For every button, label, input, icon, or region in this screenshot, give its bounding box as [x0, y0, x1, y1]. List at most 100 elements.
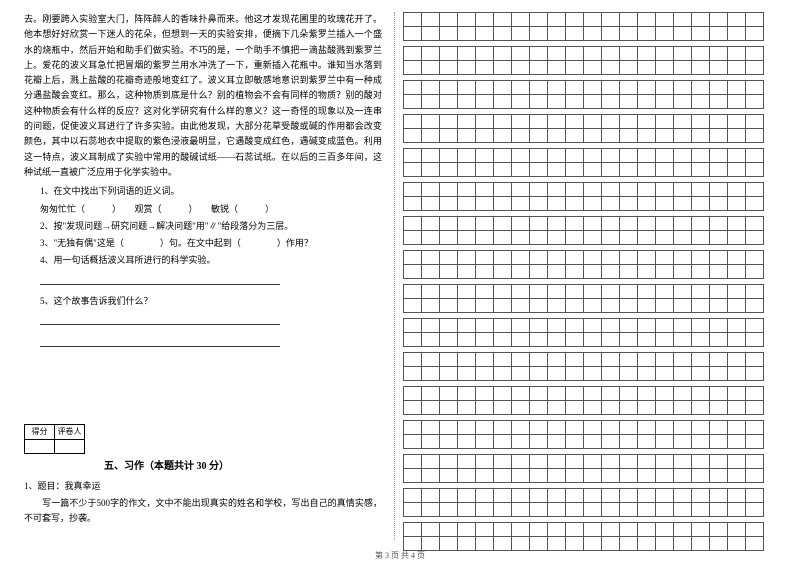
grid-cell[interactable] — [421, 264, 440, 279]
grid-cell[interactable] — [529, 366, 548, 381]
grid-cell[interactable] — [475, 386, 494, 401]
grid-row-group[interactable] — [403, 216, 764, 244]
grid-cell[interactable] — [403, 502, 422, 517]
grid-cell[interactable] — [565, 298, 584, 313]
grid-cell[interactable] — [493, 352, 512, 367]
grid-cell[interactable] — [439, 420, 458, 435]
grid-cell[interactable] — [601, 60, 620, 75]
grid-cell[interactable] — [421, 148, 440, 163]
grid-cell[interactable] — [745, 488, 764, 503]
grid-cell[interactable] — [421, 298, 440, 313]
grid-cell[interactable] — [457, 522, 476, 537]
grid-cell[interactable] — [637, 454, 656, 469]
grid-cell[interactable] — [439, 114, 458, 129]
grid-cell[interactable] — [727, 488, 746, 503]
grid-cell[interactable] — [619, 352, 638, 367]
grid-cell[interactable] — [403, 80, 422, 95]
grid-cell[interactable] — [673, 386, 692, 401]
grid-cell[interactable] — [745, 162, 764, 177]
grid-cell[interactable] — [619, 454, 638, 469]
grid-cell[interactable] — [511, 400, 530, 415]
grid-cell[interactable] — [547, 298, 566, 313]
grid-cell[interactable] — [745, 250, 764, 265]
grid-cell[interactable] — [673, 196, 692, 211]
grid-cell[interactable] — [637, 366, 656, 381]
grid-cell[interactable] — [637, 196, 656, 211]
grid-cell[interactable] — [655, 536, 674, 551]
grid-cell[interactable] — [583, 318, 602, 333]
grid-cell[interactable] — [403, 352, 422, 367]
grid-cell[interactable] — [727, 250, 746, 265]
grid-row-group[interactable] — [403, 12, 764, 40]
grid-cell[interactable] — [709, 400, 728, 415]
grid-row-group[interactable] — [403, 114, 764, 142]
grid-cell[interactable] — [673, 366, 692, 381]
grid-cell[interactable] — [547, 216, 566, 231]
grader-cell[interactable] — [55, 439, 85, 453]
grid-cell[interactable] — [565, 216, 584, 231]
grid-cell[interactable] — [547, 12, 566, 27]
grid-cell[interactable] — [673, 264, 692, 279]
grid-cell[interactable] — [637, 298, 656, 313]
grid-cell[interactable] — [745, 60, 764, 75]
grid-cell[interactable] — [673, 46, 692, 61]
grid-cell[interactable] — [583, 264, 602, 279]
grid-cell[interactable] — [493, 216, 512, 231]
grid-cell[interactable] — [709, 420, 728, 435]
grid-cell[interactable] — [745, 366, 764, 381]
grid-cell[interactable] — [709, 488, 728, 503]
grid-cell[interactable] — [511, 468, 530, 483]
grid-cell[interactable] — [403, 454, 422, 469]
grid-cell[interactable] — [619, 230, 638, 245]
grid-cell[interactable] — [511, 250, 530, 265]
grid-cell[interactable] — [637, 12, 656, 27]
grid-cell[interactable] — [619, 60, 638, 75]
grid-cell[interactable] — [475, 94, 494, 109]
grid-cell[interactable] — [601, 250, 620, 265]
grid-cell[interactable] — [493, 80, 512, 95]
grid-cell[interactable] — [439, 366, 458, 381]
grid-cell[interactable] — [493, 420, 512, 435]
grid-cell[interactable] — [673, 420, 692, 435]
grid-cell[interactable] — [421, 366, 440, 381]
grid-cell[interactable] — [637, 60, 656, 75]
grid-cell[interactable] — [439, 12, 458, 27]
grid-cell[interactable] — [619, 366, 638, 381]
grid-cell[interactable] — [673, 216, 692, 231]
grid-cell[interactable] — [421, 12, 440, 27]
grid-cell[interactable] — [457, 46, 476, 61]
grid-cell[interactable] — [511, 522, 530, 537]
grid-cell[interactable] — [403, 488, 422, 503]
grid-cell[interactable] — [421, 468, 440, 483]
grid-cell[interactable] — [601, 12, 620, 27]
grid-cell[interactable] — [745, 332, 764, 347]
grid-cell[interactable] — [709, 468, 728, 483]
grid-cell[interactable] — [637, 352, 656, 367]
grid-row-group[interactable] — [403, 182, 764, 210]
grid-cell[interactable] — [421, 182, 440, 197]
grid-cell[interactable] — [403, 536, 422, 551]
grid-cell[interactable] — [583, 502, 602, 517]
grid-cell[interactable] — [529, 12, 548, 27]
grid-cell[interactable] — [727, 298, 746, 313]
grid-cell[interactable] — [619, 522, 638, 537]
grid-cell[interactable] — [583, 196, 602, 211]
grid-cell[interactable] — [637, 536, 656, 551]
grid-cell[interactable] — [619, 420, 638, 435]
grid-cell[interactable] — [691, 114, 710, 129]
grid-row-group[interactable] — [403, 284, 764, 312]
grid-cell[interactable] — [457, 264, 476, 279]
grid-cell[interactable] — [439, 46, 458, 61]
grid-cell[interactable] — [601, 502, 620, 517]
grid-cell[interactable] — [403, 332, 422, 347]
grid-cell[interactable] — [745, 502, 764, 517]
grid-cell[interactable] — [421, 284, 440, 299]
grid-cell[interactable] — [655, 60, 674, 75]
grid-cell[interactable] — [421, 60, 440, 75]
grid-cell[interactable] — [457, 352, 476, 367]
grid-cell[interactable] — [619, 502, 638, 517]
grid-cell[interactable] — [403, 434, 422, 449]
grid-cell[interactable] — [511, 264, 530, 279]
grid-cell[interactable] — [583, 298, 602, 313]
grid-cell[interactable] — [529, 114, 548, 129]
